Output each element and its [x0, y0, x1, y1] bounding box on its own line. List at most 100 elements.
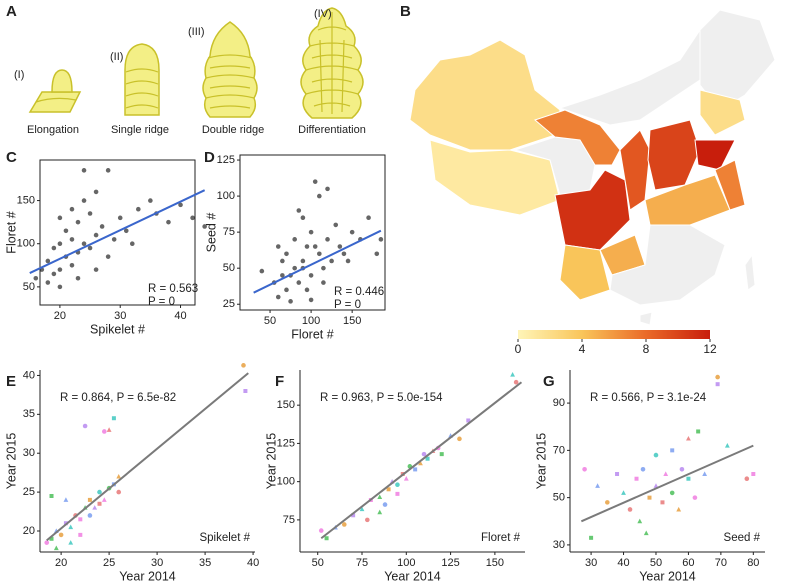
point	[669, 490, 675, 496]
points	[33, 168, 207, 290]
point	[692, 495, 698, 500]
point	[325, 186, 330, 192]
point	[308, 229, 314, 235]
point	[280, 273, 285, 278]
fit-line	[580, 444, 754, 523]
x-tick-label: 30	[114, 310, 126, 322]
point	[457, 436, 462, 442]
x-axis-label: Year 2014	[639, 569, 696, 582]
panel-letter: G	[543, 373, 555, 390]
point	[513, 379, 519, 385]
stage-label: Differentiation	[298, 124, 366, 136]
y-tick-label: 35	[23, 408, 35, 420]
point	[288, 299, 293, 304]
point	[421, 451, 427, 457]
point	[57, 241, 63, 247]
point	[53, 545, 59, 551]
region	[534, 109, 621, 166]
point	[69, 262, 75, 268]
point	[366, 215, 371, 221]
y-axis-label: Year 2015	[4, 433, 18, 490]
point	[686, 435, 691, 441]
x-tick-label: 150	[486, 557, 504, 569]
point	[395, 491, 400, 496]
point	[58, 532, 64, 538]
point	[589, 535, 594, 540]
y-tick-label: 20	[23, 525, 35, 537]
annotation: P = 0	[334, 299, 361, 311]
point	[605, 500, 610, 505]
charts: B 0 4 8 12 C 20 30 40 50 100 150 Spikelet # Floret # R…	[4, 3, 776, 582]
region	[699, 89, 746, 136]
spike-ridge	[35, 97, 77, 103]
x-tick-label: 70	[715, 557, 727, 569]
point	[81, 168, 87, 173]
annotation: R = 0.446	[334, 286, 384, 298]
x-tick-label: 50	[264, 315, 276, 327]
point	[621, 490, 626, 495]
fit-line	[46, 372, 249, 542]
point	[63, 497, 69, 502]
point	[87, 211, 93, 216]
point	[308, 297, 314, 303]
stage-label: Double ridge	[202, 124, 264, 136]
x-tick-label: 75	[356, 557, 368, 569]
point	[317, 193, 322, 199]
panel-letter: E	[6, 373, 16, 390]
point	[280, 258, 285, 264]
point	[45, 280, 51, 285]
point	[337, 244, 343, 249]
point	[69, 206, 75, 212]
point	[686, 476, 691, 481]
x-axis-label: Spikelet #	[90, 322, 145, 336]
point	[321, 265, 326, 271]
stage-numeral: (II)	[110, 51, 123, 63]
annotation: P = 0	[148, 296, 175, 308]
point	[148, 198, 153, 203]
point	[300, 258, 306, 264]
point	[51, 245, 57, 251]
point	[105, 254, 111, 259]
y-tick-label: 125	[217, 154, 235, 166]
point	[57, 284, 63, 290]
point	[413, 467, 418, 472]
annotation: R = 0.963, P = 5.0e-154	[320, 392, 443, 404]
point	[49, 536, 54, 541]
y-axis-label: Seed #	[204, 213, 218, 253]
point	[111, 237, 117, 242]
points	[259, 179, 384, 304]
spike-ridge	[305, 12, 359, 114]
point	[510, 371, 515, 377]
point	[377, 509, 383, 515]
point	[676, 506, 682, 512]
point	[81, 198, 87, 203]
annotation: R = 0.566, P = 3.1e-24	[590, 392, 707, 404]
point	[81, 241, 87, 247]
stage-numeral: (I)	[14, 69, 24, 81]
x-axis-label: Year 2014	[384, 569, 441, 582]
point	[715, 374, 720, 380]
point	[304, 287, 310, 293]
point	[696, 429, 701, 434]
x-tick-label: 35	[199, 557, 211, 569]
point	[637, 518, 643, 524]
points	[582, 374, 756, 540]
point	[382, 502, 388, 507]
y-axis-label: Year 2015	[264, 433, 278, 490]
point	[51, 271, 57, 277]
y-tick-label: 50	[223, 262, 235, 274]
region	[699, 9, 776, 111]
point	[715, 382, 720, 387]
point	[466, 418, 471, 423]
x-tick-label: 100	[302, 315, 320, 327]
point	[744, 476, 750, 482]
point	[241, 363, 246, 368]
point	[296, 280, 302, 285]
point	[615, 472, 620, 476]
point	[724, 443, 730, 448]
stage-numeral: (III)	[188, 26, 205, 38]
point	[329, 258, 334, 264]
point	[304, 244, 310, 249]
panel-a: A (I) Elongation (II) Single ridge (III)…	[6, 3, 366, 136]
